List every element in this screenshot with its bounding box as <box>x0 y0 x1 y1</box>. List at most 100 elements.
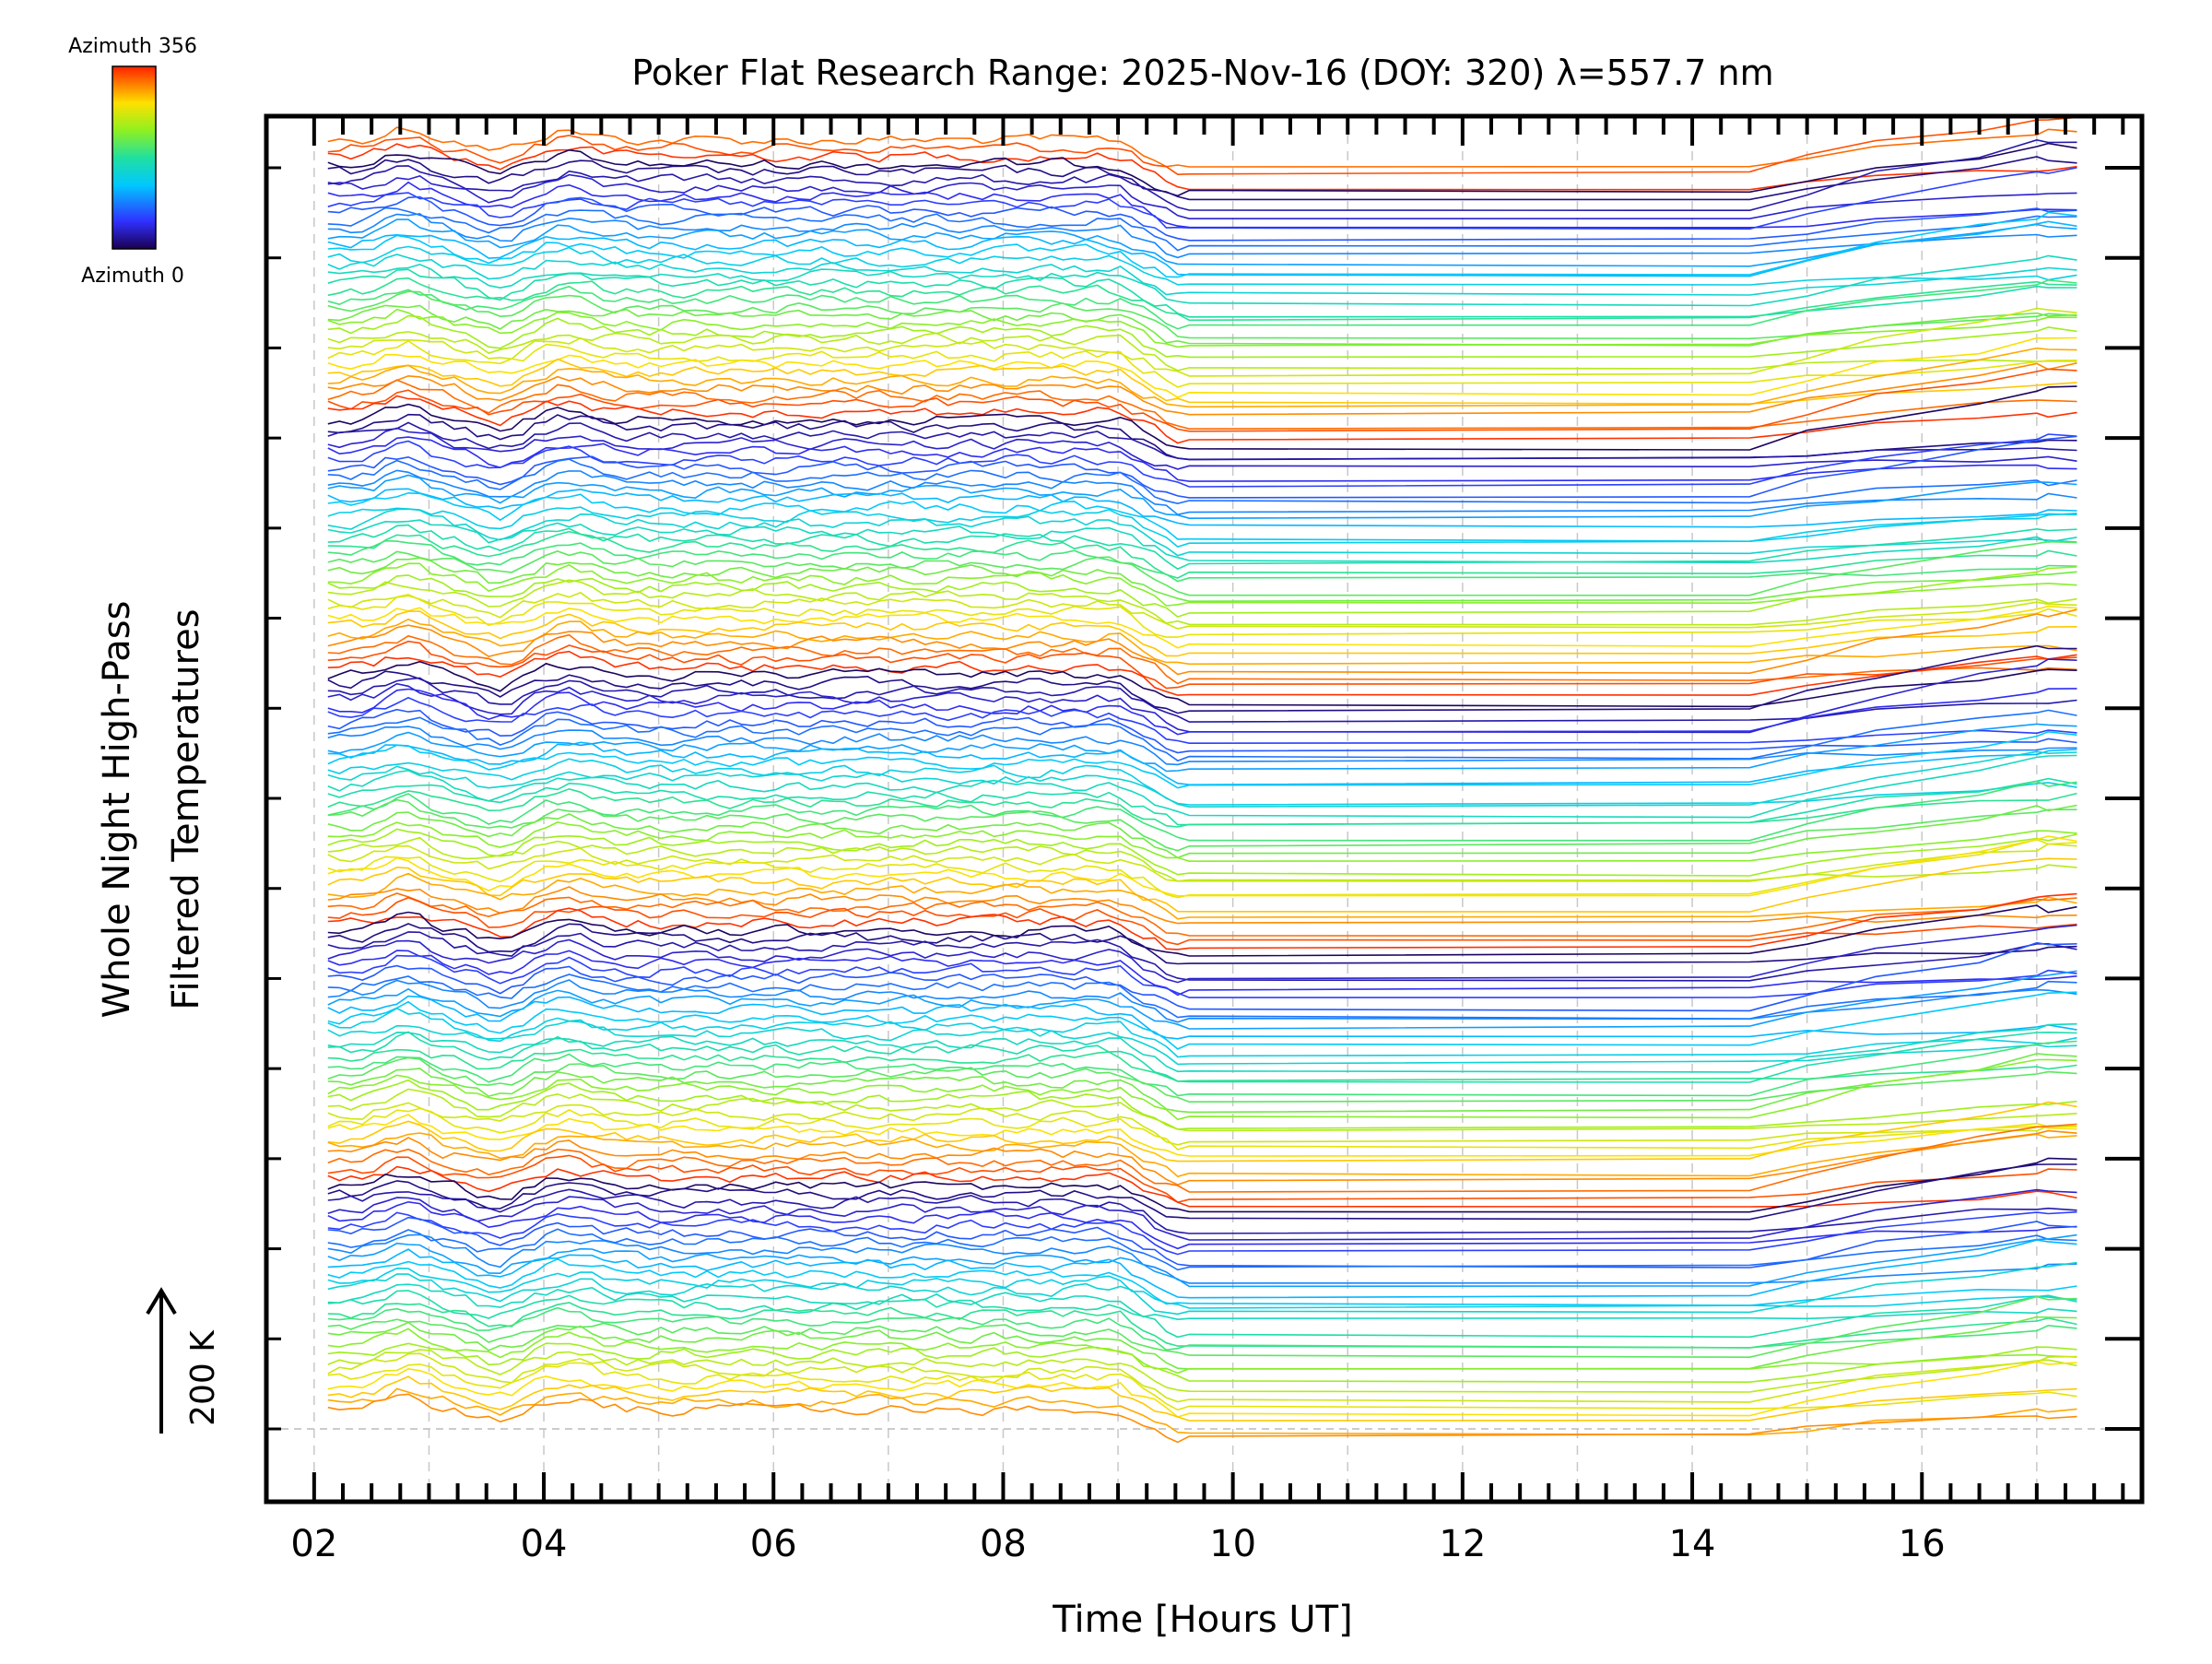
series-line <box>327 650 2077 696</box>
series-line <box>327 618 2077 666</box>
x-axis-tick-labels: 02 04 06 08 10 12 14 16 <box>290 1523 1945 1565</box>
series-line <box>327 488 2077 528</box>
series-line <box>327 1393 2077 1444</box>
series-line <box>327 1101 2077 1162</box>
series-line <box>327 1019 2077 1066</box>
series-line <box>327 1290 2077 1339</box>
series-line <box>327 245 2077 286</box>
series-line <box>327 254 2077 296</box>
series-line <box>327 787 2077 828</box>
series-line <box>327 1387 2077 1436</box>
series-line <box>327 1058 2077 1121</box>
series-line <box>327 1361 2077 1418</box>
series-line <box>327 143 2077 191</box>
series-line <box>327 530 2077 579</box>
series-line <box>327 290 2077 340</box>
series-line <box>327 156 2077 201</box>
y-axis-label-line1: Whole Night High-Pass <box>96 601 138 1019</box>
series-line <box>327 1228 2077 1271</box>
series-line <box>327 469 2077 516</box>
series-line <box>327 211 2077 278</box>
x-axis-ticks <box>312 118 2125 1500</box>
series-line <box>327 1048 2077 1082</box>
series-line <box>327 1239 2077 1299</box>
series-line <box>327 708 2077 754</box>
x-tick-label: 10 <box>1209 1523 1256 1565</box>
series-line <box>327 562 2077 607</box>
series-line <box>327 277 2077 322</box>
series-line <box>327 1257 2077 1306</box>
x-tick-label: 16 <box>1899 1523 1946 1565</box>
scale-label: 200 K <box>184 1329 222 1426</box>
series-line <box>327 508 2077 557</box>
series-line <box>327 314 2077 359</box>
series-line <box>327 1306 2077 1351</box>
series-line <box>327 1375 2077 1422</box>
series-line <box>327 991 2077 1050</box>
series-line <box>327 995 2077 1040</box>
series-line <box>327 886 2077 925</box>
series-line <box>327 491 2077 543</box>
series-line <box>327 1233 2077 1284</box>
series-line <box>327 254 2077 307</box>
series-line <box>327 777 2077 826</box>
series-line <box>327 347 2077 408</box>
series-line <box>327 1053 2077 1114</box>
series-line <box>327 385 2077 451</box>
series-line <box>327 1342 2077 1384</box>
series-line <box>327 726 2077 766</box>
x-axis-label: Time [Hours UT] <box>1052 1599 1352 1641</box>
series-line <box>327 660 2077 708</box>
series-line <box>327 307 2077 377</box>
y-axis-label-line2: Filtered Temperatures <box>165 608 207 1009</box>
series-line <box>327 138 2077 212</box>
series-line <box>327 1132 2077 1178</box>
plot-frame <box>264 113 2145 1505</box>
series-line <box>327 688 2077 736</box>
series-line <box>327 1079 2077 1130</box>
series-line <box>327 458 2077 505</box>
series-line <box>327 1188 2077 1234</box>
series-line <box>327 828 2077 877</box>
series-line <box>327 126 2077 168</box>
series-line <box>327 1165 2077 1208</box>
series-line <box>327 950 2077 997</box>
series-line <box>327 1022 2077 1073</box>
x-tick-label: 12 <box>1439 1523 1486 1565</box>
series-line <box>327 1157 2077 1213</box>
series-line <box>327 331 2077 372</box>
series-line <box>327 212 2077 259</box>
series-line <box>327 1283 2077 1321</box>
series-line <box>327 954 2077 998</box>
series-line <box>327 798 2077 852</box>
series-line <box>327 1163 2077 1221</box>
series-line <box>327 904 2077 957</box>
series-line <box>327 696 2077 745</box>
series-line <box>327 633 2077 685</box>
x-tick-label: 14 <box>1669 1523 1716 1565</box>
series-line <box>327 167 2077 230</box>
series-line <box>327 979 2077 1023</box>
series-line <box>327 474 2077 520</box>
series-line <box>327 278 2077 330</box>
series-line <box>327 896 2077 946</box>
series-line <box>327 941 2077 1012</box>
series-line <box>327 970 2077 1030</box>
series-line <box>327 539 2077 583</box>
series-line <box>327 1295 2077 1359</box>
series-line <box>327 1362 2077 1411</box>
series-line <box>327 1352 2077 1403</box>
colorbar-bottom-label: Azimuth 0 <box>81 265 184 288</box>
series-line <box>327 304 2077 347</box>
series-line <box>327 379 2077 431</box>
series-line <box>327 591 2077 630</box>
series-line <box>327 1088 2077 1132</box>
series-line <box>327 594 2077 638</box>
series-line <box>327 362 2077 416</box>
series-line <box>327 435 2077 499</box>
series-line <box>327 843 2077 882</box>
series-line <box>327 658 2077 734</box>
series-line <box>327 1216 2077 1269</box>
series-line <box>327 1316 2077 1370</box>
